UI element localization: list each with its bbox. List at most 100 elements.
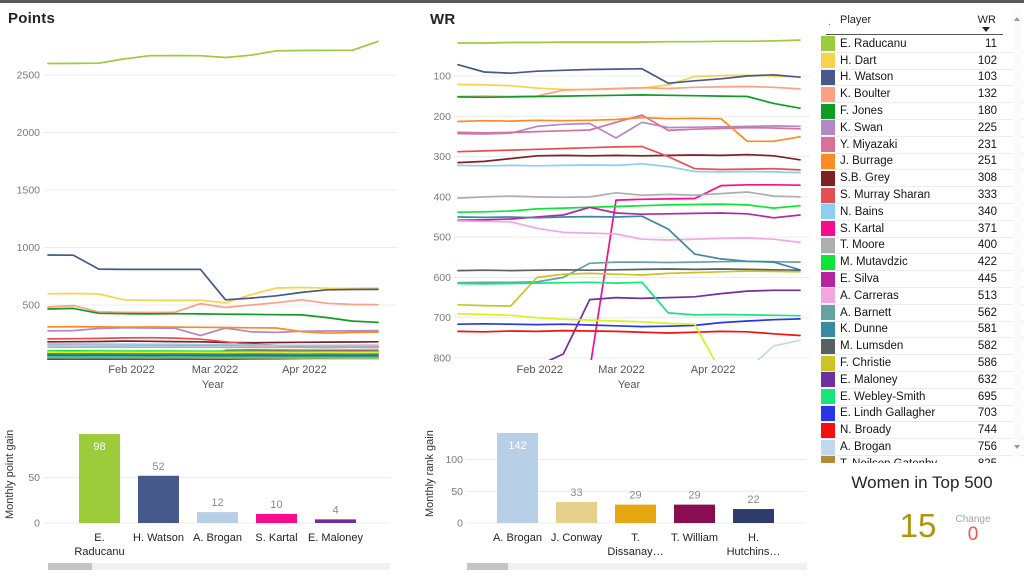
bar-h-hutchins-[interactable]	[733, 509, 774, 523]
bar-s-kartal[interactable]	[256, 513, 297, 523]
line-series-s-kartal[interactable]	[590, 183, 801, 370]
bar-j-conway[interactable]	[556, 502, 597, 523]
line-series-m-mutavdzic[interactable]	[457, 203, 801, 214]
table-row[interactable]: H. Watson 103	[820, 69, 1024, 87]
wr-plot-area[interactable]: 100 200 300 400 500 600 700 800 Feb 2022 Mar 2022…	[420, 5, 820, 400]
line-series-e-silva[interactable]	[457, 206, 801, 222]
table-row[interactable]: A. Brogan 756	[820, 439, 1024, 456]
table-row[interactable]: Y. Miyazaki 231	[820, 137, 1024, 154]
table-row[interactable]: F. Jones 180	[820, 103, 1024, 120]
rank-gain-scrollbar-thumb[interactable]	[467, 563, 508, 570]
table-scrollbar[interactable]	[1013, 9, 1021, 457]
line-series-k-boulter[interactable]	[47, 298, 379, 314]
line-series-a-brogan[interactable]	[48, 358, 379, 361]
line-series-s-b-grey[interactable]	[457, 153, 801, 164]
table-row[interactable]: E. Raducanu 11	[820, 36, 1024, 53]
line-series-t-neilson-gatenby[interactable]	[47, 351, 379, 354]
table-row[interactable]: E. Silva 445	[820, 271, 1024, 288]
table-row[interactable]: N. Bains 340	[820, 204, 1024, 221]
line-series-n-bains[interactable]	[47, 343, 379, 347]
bar-h-watson[interactable]	[138, 475, 179, 523]
line-series-h-dart[interactable]	[47, 286, 379, 304]
table-row[interactable]: K. Boulter 132	[820, 86, 1024, 104]
points-line-chart[interactable]: Points 500 1000 1500 2000 2500 Feb 2022 Mar 20…	[0, 5, 420, 400]
bar-e-raducanu[interactable]	[79, 434, 120, 523]
line-series-t-moore[interactable]	[47, 346, 379, 349]
line-series-e-lindh-gallagher[interactable]	[457, 318, 801, 328]
player-ranking-table[interactable]: . Player WR E. Raducanu 11 H. Dart 102 H. Wa…	[820, 5, 1024, 463]
line-series-f-christie[interactable]	[457, 270, 801, 307]
line-series-h-watson[interactable]	[47, 254, 379, 301]
column-header-swatch[interactable]: .	[828, 17, 831, 28]
table-row[interactable]: E. Webley-Smith 695	[820, 389, 1024, 406]
line-series-e-webley-smith[interactable]	[457, 281, 801, 317]
sort-descending-icon[interactable]	[982, 27, 990, 32]
bar-a-brogan[interactable]	[197, 512, 238, 523]
line-series-k-dunne[interactable]	[457, 215, 801, 271]
monthly-point-gain-bar-chart[interactable]: Monthly point gain 0 50 98 52 12 10 4 E. Raduc…	[0, 400, 420, 575]
table-row[interactable]: K. Dunne 581	[820, 321, 1024, 339]
wr-chart-title: WR	[430, 11, 456, 28]
wr-line-chart[interactable]: WR 100 200 300 400 500 600 700 800 Feb 2022 Mar 2…	[420, 5, 820, 400]
table-row[interactable]: S. Kartal 371	[820, 221, 1024, 238]
point_gain-plot-area[interactable]: 0 50 98 52 12 10 4	[0, 400, 420, 575]
player-color-swatch	[821, 86, 835, 102]
line-series-s-b-grey[interactable]	[47, 340, 379, 344]
table-row[interactable]: S.B. Grey 308	[820, 170, 1024, 188]
rank-gain-scrollbar[interactable]	[467, 563, 807, 570]
table-row[interactable]: T. Neilson Gatenby825	[820, 456, 1024, 463]
table-row[interactable]: T. Moore 400	[820, 237, 1024, 255]
monthly-rank-gain-bar-chart[interactable]: Monthly rank gain 0 50 100 142 33 29 29 22 A. B…	[420, 400, 820, 575]
line-series-e-raducanu[interactable]	[47, 40, 379, 65]
line-series-f-jones[interactable]	[457, 94, 801, 110]
table-row[interactable]: H. Dart 102	[820, 53, 1024, 70]
line-series-k-swan[interactable]	[457, 121, 801, 139]
line-series-j-burrage[interactable]	[457, 116, 801, 143]
line-series-n-bains[interactable]	[457, 162, 801, 174]
table-row[interactable]: A. Carreras 513	[820, 288, 1024, 305]
table-row[interactable]: E. Maloney 632	[820, 372, 1024, 389]
svg-text:Year: Year	[202, 379, 225, 391]
table-row[interactable]: M. Lumsden 582	[820, 338, 1024, 356]
bar-t-dissanay-[interactable]	[615, 504, 656, 523]
bar-t-william[interactable]	[674, 504, 715, 523]
line-series-e-raducanu[interactable]	[457, 39, 801, 44]
scroll-down-icon[interactable]	[1014, 445, 1020, 449]
table-row[interactable]: A. Barnett 562	[820, 305, 1024, 322]
table-row[interactable]: M. Mutavdzic 422	[820, 254, 1024, 272]
line-series-a-barnett[interactable]	[457, 260, 801, 284]
bar-a-brogan[interactable]	[497, 432, 538, 523]
table-row[interactable]: E. Lindh Gallagher 703	[820, 405, 1024, 423]
table-row[interactable]: J. Burrage 251	[820, 153, 1024, 171]
column-header-wr[interactable]: WR	[977, 14, 996, 26]
table-row[interactable]: F. Christie 586	[820, 355, 1024, 372]
rank_gain-plot-area[interactable]: 0 50 100 142 33 29 29 22	[420, 400, 820, 575]
line-series-e-maloney[interactable]	[537, 289, 801, 366]
scroll-up-icon[interactable]	[1014, 17, 1020, 21]
svg-text:Year: Year	[618, 379, 641, 391]
line-series-k-swan[interactable]	[47, 326, 379, 337]
line-series-h-watson[interactable]	[457, 63, 801, 85]
line-series-a-carreras[interactable]	[457, 220, 801, 244]
line-series-f-jones[interactable]	[47, 307, 379, 324]
point-gain-scrollbar-thumb[interactable]	[48, 563, 92, 570]
line-series-m-lumsden[interactable]	[457, 268, 801, 272]
column-header-player[interactable]: Player	[840, 14, 872, 26]
player-wr-value: 251	[977, 155, 997, 168]
table-row[interactable]: N. Broady 744	[820, 422, 1024, 440]
line-series-a-brogan[interactable]	[747, 339, 801, 370]
table-row[interactable]: K. Swan 225	[820, 120, 1024, 137]
player-color-swatch	[821, 204, 835, 220]
line-series-t-neilson-gatenby[interactable]	[457, 312, 721, 372]
line-series-s-murray-sharan[interactable]	[457, 145, 801, 171]
player-name: N. Bains	[840, 205, 884, 218]
line-series-m-mutavdzic[interactable]	[47, 350, 379, 353]
svg-text:100: 100	[445, 454, 463, 466]
line-series-n-broady[interactable]	[457, 329, 801, 337]
points-plot-area[interactable]: 500 1000 1500 2000 2500 Feb 2022 Mar 2022 Apr 2…	[0, 5, 420, 400]
point-gain-scrollbar[interactable]	[48, 563, 390, 570]
bar-e-maloney[interactable]	[315, 519, 356, 523]
table-row[interactable]: S. Murray Sharan 333	[820, 187, 1024, 204]
line-series-j-burrage[interactable]	[47, 325, 379, 335]
line-series-t-moore[interactable]	[457, 191, 801, 199]
